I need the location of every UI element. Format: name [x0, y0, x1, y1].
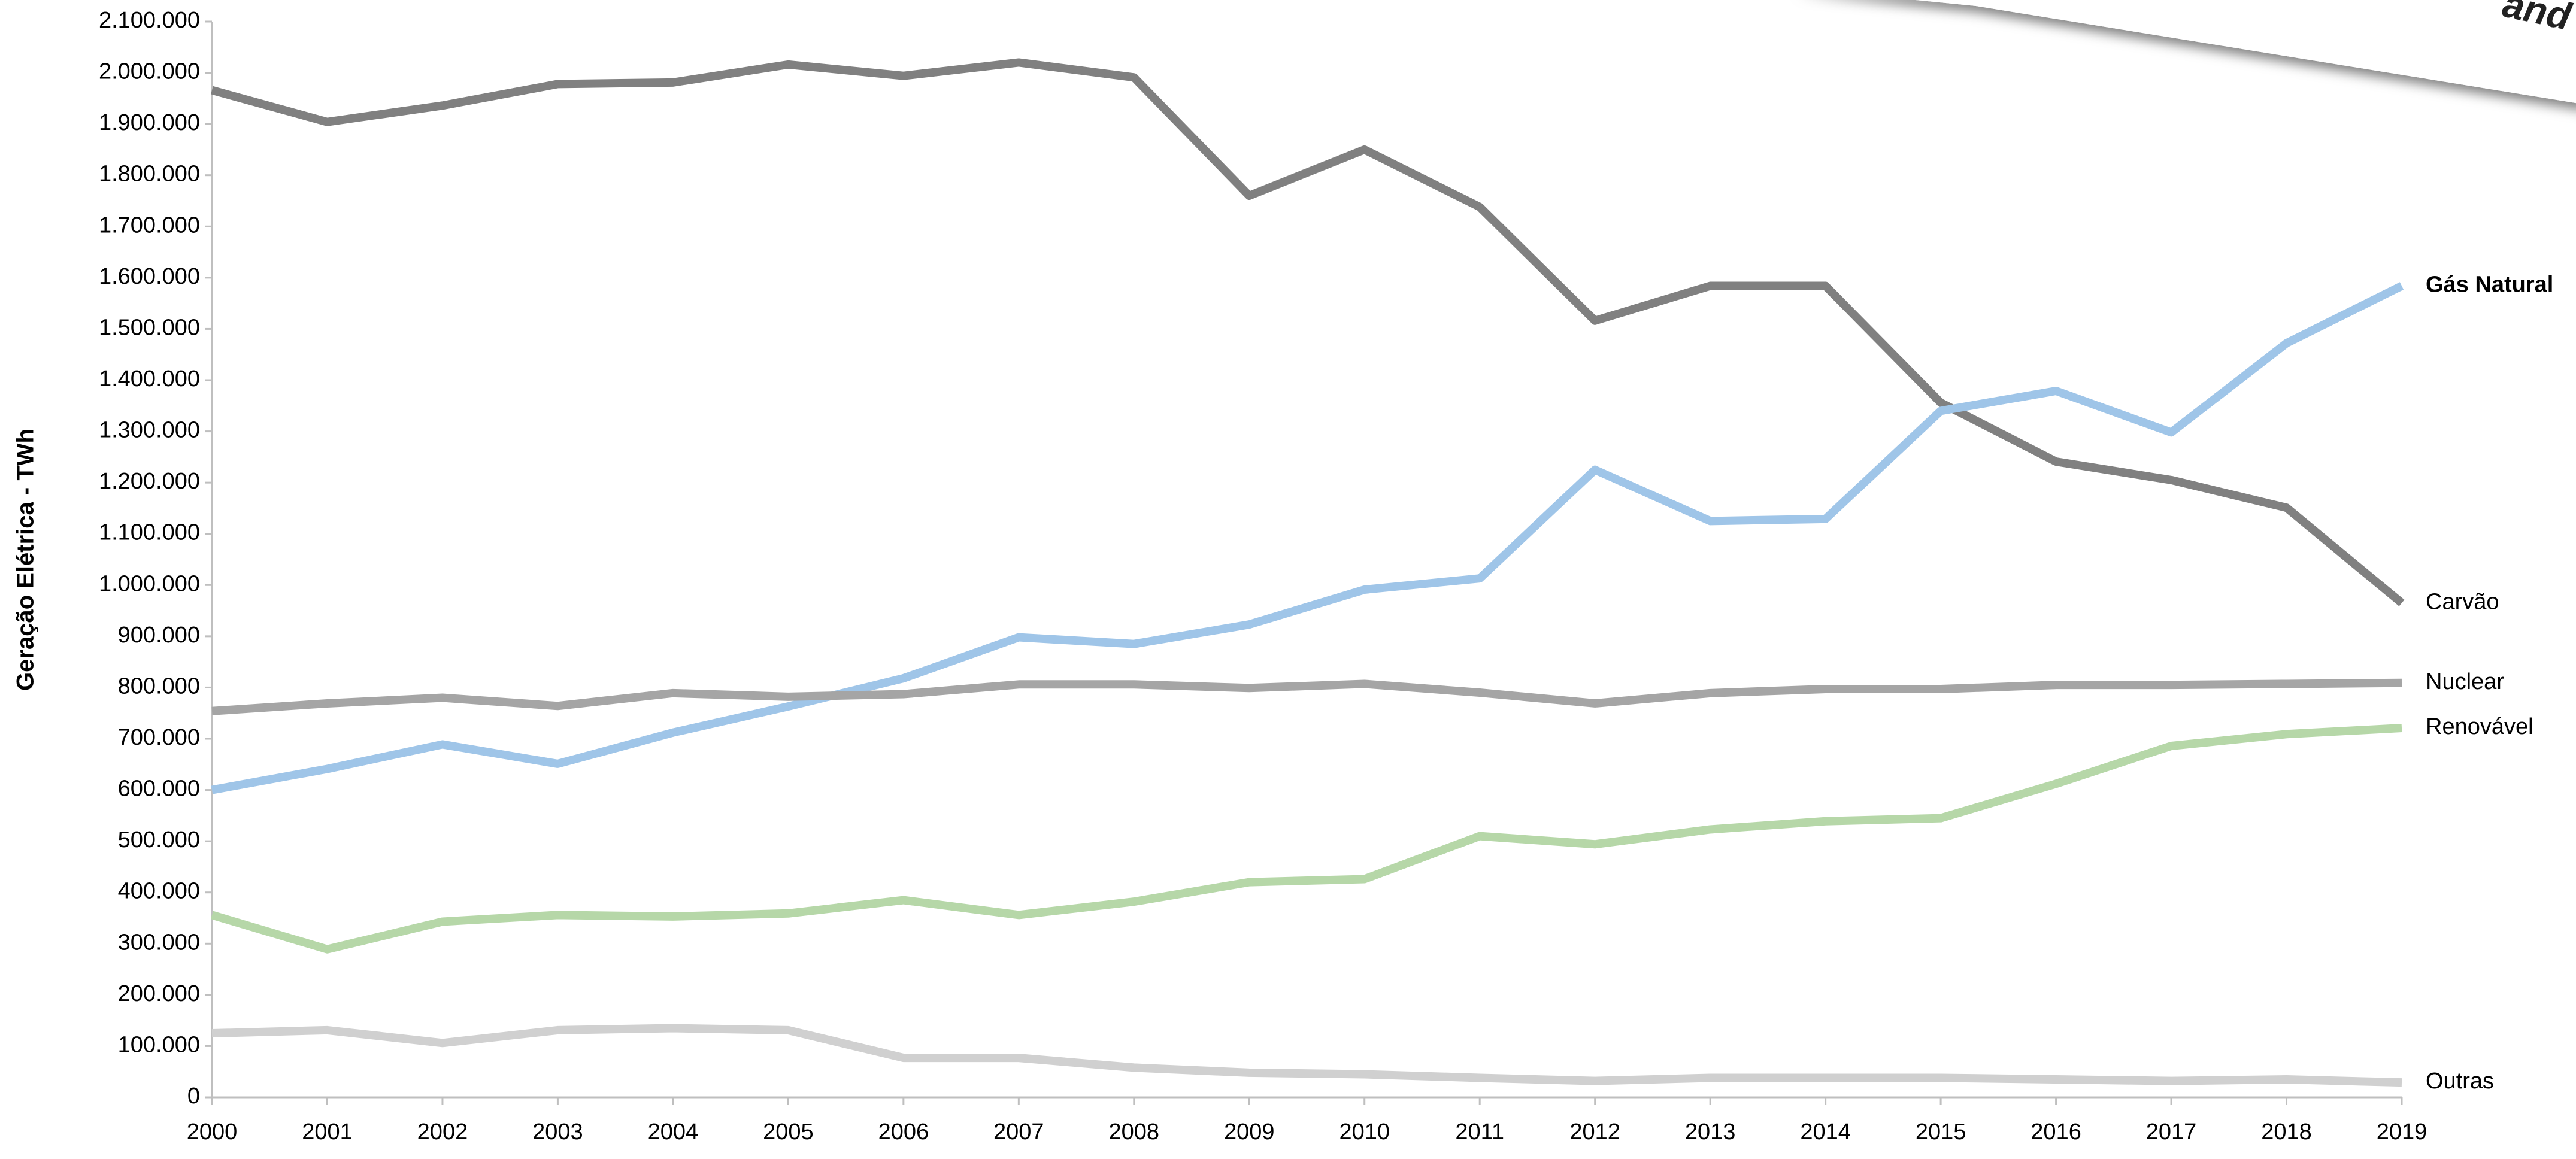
x-tick-label: 2006 — [878, 1119, 929, 1145]
x-tick-label: 2011 — [1455, 1119, 1504, 1145]
y-tick-label: 1.800.000 — [99, 162, 200, 187]
y-tick-label: 200.000 — [118, 981, 200, 1006]
y-tick-label: 0 — [187, 1084, 200, 1109]
x-tick-label: 2015 — [1916, 1119, 1966, 1145]
series-label: Nuclear — [2426, 669, 2504, 694]
series-line — [211, 282, 2404, 794]
series-label: Outras — [2426, 1069, 2494, 1094]
x-tick-label: 2019 — [2377, 1119, 2427, 1145]
series-label: Carvão — [2426, 589, 2499, 614]
x-tick-label: 2004 — [648, 1119, 699, 1145]
y-tick-label: 1.500.000 — [99, 315, 200, 340]
x-tick-label: 2008 — [1109, 1119, 1160, 1145]
y-tick-label: 1.600.000 — [99, 264, 200, 289]
y-tick-label: 800.000 — [118, 673, 200, 699]
paper-overlay — [1916, 0, 2576, 104]
series-line — [211, 58, 2405, 606]
y-tick-label: 700.000 — [118, 725, 200, 750]
x-tick-label: 2013 — [1685, 1119, 1736, 1145]
y-tick-label: 1.000.000 — [99, 571, 200, 596]
y-tick-label: 2.000.000 — [99, 59, 200, 84]
y-tick-label: 1.100.000 — [99, 520, 200, 545]
y-tick-label: 1.400.000 — [99, 366, 200, 392]
x-tick-label: 2001 — [302, 1119, 353, 1145]
x-tick-label: 2018 — [2261, 1119, 2312, 1145]
x-tick-label: 2000 — [187, 1119, 238, 1145]
x-tick-label: 2009 — [1224, 1119, 1275, 1145]
x-tick-label: 2017 — [2146, 1119, 2197, 1145]
y-tick-label: 1.700.000 — [99, 213, 200, 238]
x-tick-label: 2014 — [1800, 1119, 1851, 1145]
x-tick-label: 2016 — [2031, 1119, 2081, 1145]
y-tick-label: 900.000 — [118, 623, 200, 648]
y-tick-label: 300.000 — [118, 930, 200, 955]
y-tick-label: 1.200.000 — [99, 469, 200, 494]
y-tick-label: 2.100.000 — [99, 8, 200, 33]
x-tick-label: 2005 — [763, 1119, 814, 1145]
x-tick-label: 2010 — [1339, 1119, 1390, 1145]
y-tick-label: 1.300.000 — [99, 418, 200, 443]
series-line — [211, 1024, 2402, 1087]
y-tick-label: 1.900.000 — [99, 110, 200, 135]
x-tick-label: 2007 — [993, 1119, 1044, 1145]
series-label: Renovável — [2426, 714, 2533, 739]
series-line — [211, 678, 2402, 715]
x-tick-label: 2002 — [417, 1119, 468, 1145]
y-tick-label: 600.000 — [118, 776, 200, 802]
x-tick-label: 2012 — [1569, 1119, 1620, 1145]
y-tick-label: 500.000 — [118, 827, 200, 852]
series-label: Gás Natural — [2426, 272, 2553, 298]
y-tick-label: 400.000 — [118, 879, 200, 904]
y-axis-title: Geração Elétrica - TWh — [13, 429, 39, 691]
y-tick-label: 100.000 — [118, 1032, 200, 1057]
series-line — [211, 724, 2402, 954]
x-tick-label: 2003 — [532, 1119, 583, 1145]
